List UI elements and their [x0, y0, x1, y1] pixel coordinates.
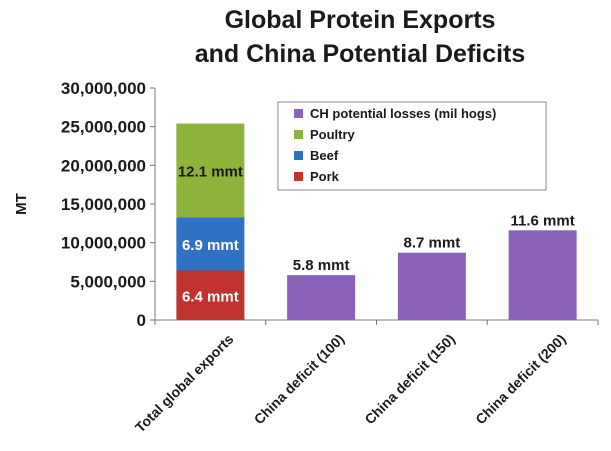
y-tick-label: 10,000,000: [61, 234, 146, 253]
legend-swatch: [294, 151, 303, 160]
bar-ch-potential-losses-mil-hogs: [397, 252, 466, 320]
y-tick-label: 20,000,000: [61, 156, 146, 175]
y-tick-label: 5,000,000: [70, 272, 146, 291]
bar-beef: [176, 217, 245, 271]
legend-label: CH potential losses (mil hogs): [310, 106, 496, 121]
plot-area: 0 5,000,000 10,000,000 15,000,000 20,000,000…: [13, 79, 599, 436]
data-label: 6.9 mmt: [182, 237, 239, 254]
x-tick-label: China deficit (150): [361, 331, 458, 428]
bar-pork: [176, 270, 245, 320]
legend-label: Beef: [310, 148, 339, 163]
data-label: 12.1 mmt: [178, 163, 243, 180]
legend-swatch: [294, 130, 303, 139]
legend-box: [277, 101, 547, 191]
data-label: 6.4 mmt: [182, 288, 239, 305]
data-label: 11.6 mmt: [511, 212, 575, 229]
legend-swatch: [294, 172, 303, 181]
x-tick-label: Total global exports: [132, 331, 237, 436]
chart-title-line-1: Global Protein Exports: [224, 6, 496, 34]
legend-label: Pork: [310, 169, 340, 184]
x-tick-label: China deficit (200): [472, 331, 569, 428]
bar-ch-potential-losses-mil-hogs: [508, 230, 577, 320]
y-tick-label: 0: [137, 311, 146, 330]
x-tick-label: China deficit (100): [251, 331, 348, 428]
legend-label: Poultry: [310, 127, 356, 142]
y-axis-label: MT: [13, 193, 30, 215]
y-tick-label: 25,000,000: [61, 118, 146, 137]
y-tick-label: 15,000,000: [61, 195, 146, 214]
data-label: 5.8 mmt: [293, 257, 350, 274]
bar-poultry: [176, 123, 245, 218]
y-tick-label: 30,000,000: [61, 79, 146, 98]
bar-ch-potential-losses-mil-hogs: [287, 275, 356, 320]
data-label: 8.7 mmt: [404, 235, 461, 252]
chart-title-line-2: and China Potential Deficits: [194, 40, 526, 68]
legend-swatch: [294, 109, 303, 118]
